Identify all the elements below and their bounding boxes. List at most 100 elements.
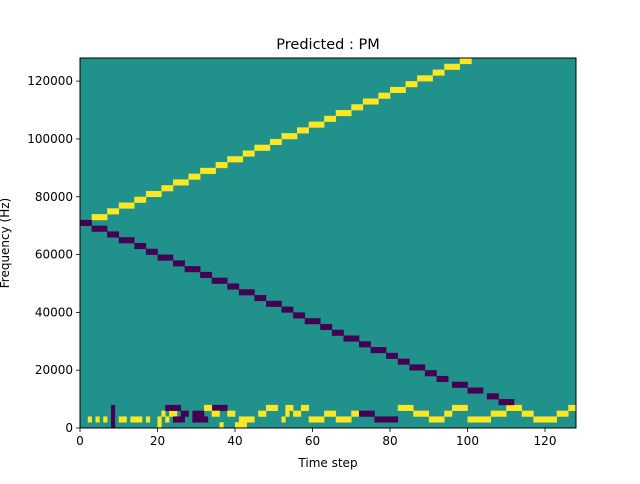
heatmap-cell — [169, 254, 174, 261]
heatmap-cell — [320, 323, 325, 331]
heatmap-cell — [238, 416, 244, 423]
heatmap-cell — [444, 375, 449, 383]
heatmap-cell — [541, 416, 546, 423]
heatmap-cell — [134, 416, 139, 423]
heatmap-cell — [176, 404, 182, 411]
heatmap-cell — [180, 260, 185, 267]
heatmap-cell — [300, 404, 306, 411]
heatmap-cell — [118, 237, 123, 244]
heatmap-cell — [192, 173, 197, 180]
heatmap-cell — [196, 266, 201, 273]
heatmap-cell — [219, 422, 224, 429]
heatmap-cell — [370, 410, 375, 417]
heatmap-cell — [471, 416, 476, 423]
heatmap-cell — [219, 162, 224, 169]
heatmap-cell — [405, 404, 410, 411]
heatmap-cell — [339, 110, 344, 117]
heatmap-cell — [269, 138, 275, 146]
heatmap-cell — [386, 416, 391, 423]
heatmap-cell — [300, 312, 306, 319]
heatmap-cell — [173, 416, 178, 423]
heatmap-cell — [498, 410, 503, 417]
heatmap-cell — [428, 416, 433, 423]
heatmap-cell — [176, 260, 182, 267]
heatmap-cell — [362, 98, 368, 105]
heatmap-cell — [397, 86, 402, 93]
heatmap-cell — [293, 312, 298, 319]
heatmap-cell — [134, 243, 139, 250]
heatmap-cell — [114, 208, 120, 215]
heatmap-cell — [180, 179, 185, 186]
heatmap-cell — [266, 144, 271, 151]
heatmap-cell — [463, 58, 468, 65]
heatmap-cell — [246, 289, 251, 296]
heatmap-cell — [316, 416, 321, 423]
heatmap-cell — [568, 404, 573, 411]
heatmap-cell — [211, 167, 216, 174]
heatmap-cell — [227, 283, 232, 290]
heatmap-cell — [413, 410, 418, 417]
heatmap-cell — [331, 329, 337, 336]
heatmap-cell — [169, 410, 174, 417]
heatmap-cell — [498, 399, 503, 406]
heatmap-cell — [537, 416, 542, 423]
heatmap-cell — [424, 370, 430, 377]
heatmap-cell — [262, 410, 267, 417]
heatmap-cell — [269, 300, 275, 307]
heatmap-cell — [289, 133, 294, 140]
heatmap-cell — [95, 225, 100, 232]
x-tick-label: 100 — [456, 434, 479, 448]
heatmap-cell — [215, 410, 220, 417]
heatmap-cell — [196, 416, 201, 423]
heatmap-cell — [409, 404, 414, 411]
heatmap-cell — [510, 404, 515, 411]
heatmap-cell — [180, 410, 185, 417]
heatmap-cell — [145, 416, 151, 423]
heatmap-cell — [165, 254, 170, 261]
heatmap-cell — [304, 127, 309, 134]
heatmap-cell — [285, 133, 290, 140]
heatmap-cell — [452, 381, 457, 388]
heatmap-cell — [161, 410, 166, 417]
heatmap-cell — [343, 335, 348, 342]
heatmap-cell — [359, 104, 364, 111]
heatmap-cell — [355, 410, 360, 417]
heatmap-cell — [393, 352, 399, 359]
heatmap-cell — [510, 399, 515, 406]
heatmap-cell — [196, 410, 201, 417]
heatmap-cell — [211, 404, 216, 411]
heatmap-cell — [138, 416, 143, 423]
heatmap-cell — [386, 92, 391, 99]
heatmap-cell — [428, 75, 433, 82]
heatmap-cell — [328, 323, 333, 331]
heatmap-cell — [165, 416, 170, 423]
heatmap-cell — [455, 381, 461, 388]
heatmap-cell — [467, 58, 472, 65]
heatmap-cell — [91, 225, 96, 232]
heatmap-cell — [417, 75, 422, 82]
y-tick-label: 80000 — [35, 190, 73, 204]
heatmap-cell — [475, 416, 480, 423]
heatmap-cell — [196, 173, 201, 180]
heatmap-cell — [118, 416, 123, 423]
heatmap-cell — [293, 133, 298, 140]
heatmap-cell — [409, 364, 414, 371]
heatmap-cell — [335, 329, 340, 336]
heatmap-cell — [362, 410, 368, 417]
heatmap-cell — [417, 410, 422, 417]
heatmap-cell — [467, 387, 472, 394]
heatmap-cell — [130, 237, 135, 244]
heatmap-cell — [343, 110, 348, 117]
heatmap-cell — [370, 98, 375, 105]
heatmap-cell — [351, 104, 356, 111]
y-tick-label: 20000 — [35, 363, 73, 377]
heatmap-cell — [366, 410, 371, 417]
heatmap-cell — [103, 214, 108, 221]
heatmap-cell — [463, 381, 468, 388]
heatmap-cell — [390, 416, 395, 423]
heatmap-cell — [347, 110, 352, 117]
heatmap-cell — [266, 300, 271, 307]
heatmap-cell — [180, 416, 185, 423]
heatmap-cell — [211, 277, 216, 284]
heatmap-cell — [308, 416, 313, 423]
